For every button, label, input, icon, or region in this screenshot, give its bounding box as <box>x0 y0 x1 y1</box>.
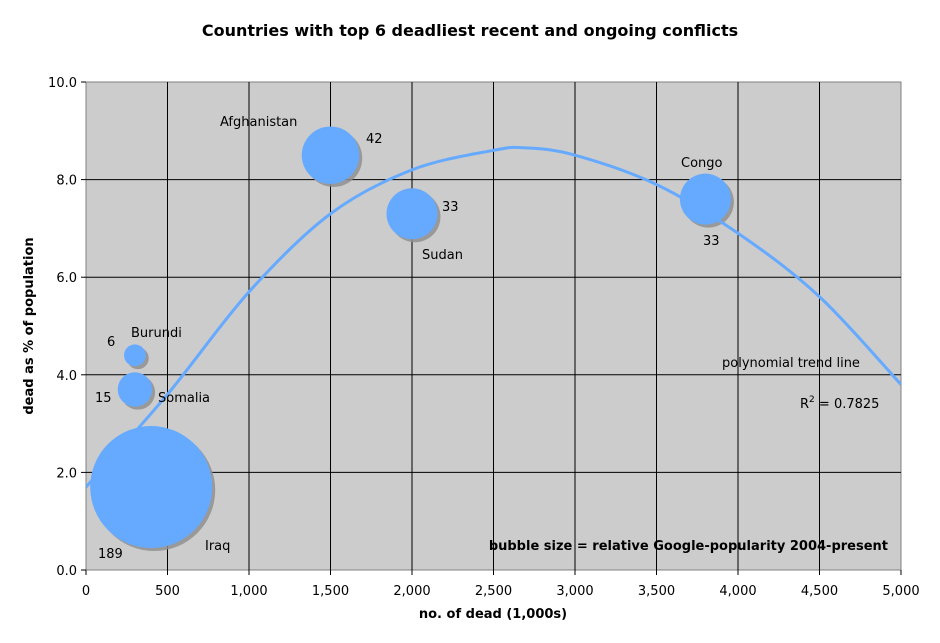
bubble-name-afghanistan: Afghanistan <box>220 115 297 130</box>
bubble-name-iraq: Iraq <box>205 539 230 554</box>
bubble-value-somalia: 15 <box>95 391 112 406</box>
r-squared-superscript: 2 <box>809 395 815 405</box>
bubble-name-sudan: Sudan <box>422 248 463 263</box>
y-tick-label: 2.0 <box>56 466 77 481</box>
bubble-name-somalia: Somalia <box>158 391 210 406</box>
bubble-labels: Iraq 189 Afghanistan 42 Sudan 33 Congo 33 Burund… <box>95 115 723 562</box>
bubble-name-congo: Congo <box>681 156 723 171</box>
x-tick-label: 1,500 <box>312 584 349 599</box>
trend-line <box>86 145 901 489</box>
x-tick-label: 2,000 <box>393 584 430 599</box>
x-tick-label: 5,000 <box>882 584 919 599</box>
bubble-iraq <box>90 426 216 552</box>
bubble-circle <box>90 426 213 549</box>
y-axis-title: dead as % of population <box>22 237 37 414</box>
bubble-value-iraq: 189 <box>98 547 123 562</box>
y-tick-label: 6.0 <box>56 271 77 286</box>
x-axis-ticks: 0 500 1,000 1,500 2,000 2,500 3,000 3,500 4,000 4… <box>82 570 920 599</box>
bubble-congo <box>679 173 734 228</box>
bubble-circle <box>386 188 438 240</box>
bubble-circle <box>124 344 146 367</box>
bubble-size-note: bubble size = relative Google-popularity… <box>489 539 888 554</box>
x-axis-title: no. of dead (1,000s) <box>419 607 567 622</box>
y-tick-label: 10.0 <box>48 76 77 91</box>
bubble-circle <box>679 173 731 225</box>
bubbles <box>90 126 734 552</box>
bubble-value-afghanistan: 42 <box>366 132 383 147</box>
x-tick-label: 3,000 <box>556 584 593 599</box>
bubble-circle <box>117 372 153 407</box>
x-tick-label: 4,000 <box>719 584 756 599</box>
x-tick-label: 0 <box>82 584 90 599</box>
bubble-circle <box>301 126 360 184</box>
bubble-afghanistan <box>301 126 363 187</box>
y-axis-ticks: 0.0 2.0 4.0 6.0 8.0 10.0 <box>48 76 86 579</box>
x-tick-label: 1,000 <box>230 584 267 599</box>
y-tick-label: 8.0 <box>56 174 77 189</box>
chart-title: Countries with top 6 deadliest recent an… <box>202 21 738 40</box>
bubble-value-burundi: 6 <box>107 335 115 350</box>
r-squared-prefix: R <box>800 397 809 412</box>
bubble-value-sudan: 33 <box>442 200 459 215</box>
trend-line-label: polynomial trend line <box>722 356 860 371</box>
bubble-name-burundi: Burundi <box>131 326 182 341</box>
r-squared-value: = 0.7825 <box>815 397 880 412</box>
y-tick-label: 4.0 <box>56 369 77 384</box>
bubble-burundi <box>124 344 149 370</box>
r-squared-label: R2 = 0.7825 <box>800 395 879 412</box>
bubble-sudan <box>386 188 441 243</box>
y-tick-label: 0.0 <box>56 564 77 579</box>
x-tick-label: 500 <box>155 584 180 599</box>
x-tick-label: 4,500 <box>801 584 838 599</box>
x-tick-label: 2,500 <box>475 584 512 599</box>
bubble-somalia <box>117 372 156 410</box>
x-tick-label: 3,500 <box>638 584 675 599</box>
bubble-value-congo: 33 <box>703 234 720 249</box>
